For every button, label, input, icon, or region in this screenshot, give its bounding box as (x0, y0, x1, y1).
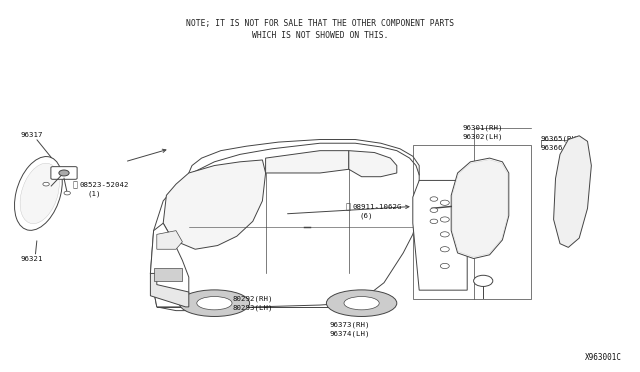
FancyBboxPatch shape (51, 167, 77, 179)
Circle shape (474, 275, 493, 286)
Text: 08911-1062G: 08911-1062G (353, 204, 402, 210)
Text: 96321: 96321 (20, 256, 43, 262)
Text: 96365(RH): 96365(RH) (541, 135, 581, 142)
Ellipse shape (326, 290, 397, 317)
Circle shape (64, 191, 70, 195)
Circle shape (430, 197, 438, 201)
Polygon shape (154, 268, 182, 281)
Text: 96302(LH): 96302(LH) (462, 133, 502, 140)
Polygon shape (349, 151, 397, 177)
Text: 96317: 96317 (20, 132, 43, 138)
Polygon shape (157, 231, 182, 249)
Circle shape (430, 208, 438, 212)
Circle shape (440, 263, 449, 269)
Polygon shape (150, 223, 189, 307)
Text: Ⓝ: Ⓝ (346, 202, 351, 211)
Circle shape (440, 232, 449, 237)
Text: Ⓢ: Ⓢ (72, 181, 77, 190)
Polygon shape (150, 273, 189, 307)
Text: 80293(LH): 80293(LH) (232, 305, 273, 311)
Text: X963001C: X963001C (585, 353, 622, 362)
Circle shape (430, 219, 438, 224)
Text: 96374(LH): 96374(LH) (330, 331, 370, 337)
Text: NOTE; IT IS NOT FOR SALE THAT THE OTHER COMPONENT PARTS: NOTE; IT IS NOT FOR SALE THAT THE OTHER … (186, 19, 454, 28)
Text: 96366(LH): 96366(LH) (541, 144, 581, 151)
Ellipse shape (197, 296, 232, 310)
Polygon shape (451, 158, 509, 259)
Circle shape (440, 217, 449, 222)
Polygon shape (266, 151, 349, 173)
Polygon shape (163, 160, 266, 249)
Circle shape (43, 182, 49, 186)
Polygon shape (452, 160, 508, 257)
Circle shape (440, 247, 449, 252)
Ellipse shape (344, 296, 379, 310)
Text: 96373(RH): 96373(RH) (330, 322, 370, 328)
Ellipse shape (179, 290, 250, 317)
Circle shape (440, 200, 449, 205)
Polygon shape (554, 136, 591, 247)
Ellipse shape (20, 163, 60, 224)
Text: 80292(RH): 80292(RH) (232, 296, 273, 302)
Text: (1): (1) (88, 191, 101, 198)
Text: 96301(RH): 96301(RH) (462, 124, 502, 131)
Text: (6): (6) (360, 212, 373, 219)
Polygon shape (413, 180, 467, 290)
Circle shape (59, 170, 69, 176)
Text: 08523-52042: 08523-52042 (79, 182, 129, 188)
Bar (413, 145, 531, 299)
Ellipse shape (15, 157, 62, 230)
Polygon shape (150, 143, 419, 311)
Text: WHICH IS NOT SHOWED ON THIS.: WHICH IS NOT SHOWED ON THIS. (252, 31, 388, 40)
